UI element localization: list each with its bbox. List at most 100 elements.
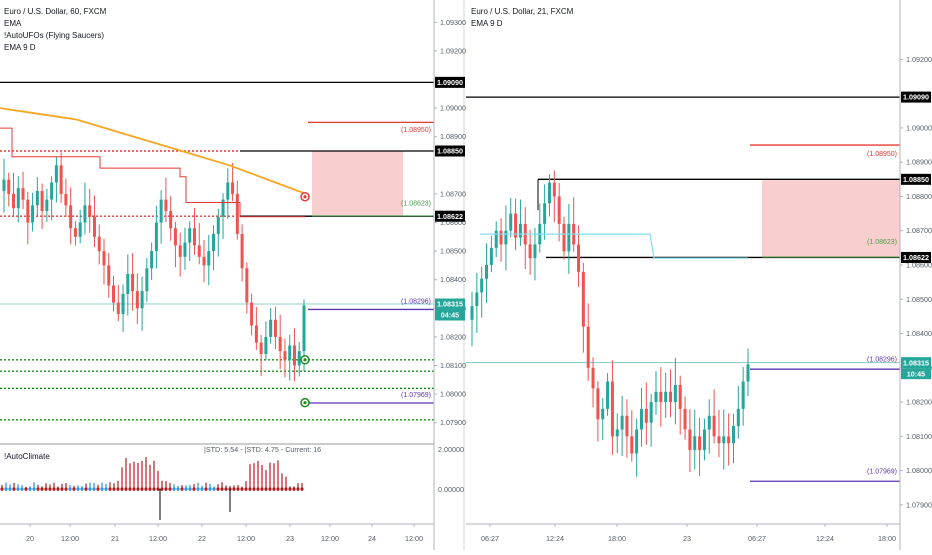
- candle-body: [12, 193, 16, 209]
- candle-body: [45, 199, 49, 212]
- candle-body: [644, 408, 648, 423]
- right-legend-ema9d[interactable]: EMA 9 D: [471, 19, 503, 28]
- candle-body: [664, 391, 668, 403]
- osc-dot: [264, 487, 268, 491]
- candle-body: [736, 408, 740, 427]
- purple-target-label-2: (1.07969): [867, 468, 897, 475]
- candle-body: [494, 230, 498, 248]
- candle-body: [83, 205, 87, 223]
- ema-9d-step-line[interactable]: [0, 127, 305, 218]
- oscillator-bars: [0, 457, 304, 520]
- price-tag-top-bg[interactable]: [435, 76, 465, 88]
- candle-body: [78, 222, 82, 237]
- candle-body: [140, 291, 144, 309]
- candle-body: [178, 245, 182, 257]
- candle-body: [620, 415, 624, 430]
- candle-body: [533, 244, 537, 259]
- candle-body: [727, 436, 731, 444]
- candle-body: [64, 193, 68, 206]
- left-legend-ema[interactable]: EMA: [4, 19, 22, 28]
- price-tag-mid-bg[interactable]: [435, 145, 465, 157]
- time-tick-label: 24: [368, 534, 376, 543]
- osc-dot: [220, 487, 224, 491]
- osc-dot: [16, 487, 20, 491]
- candle-body: [562, 223, 566, 252]
- candle-body: [269, 319, 273, 337]
- price-tick-label: 1.09000: [906, 123, 932, 132]
- osc-dot: [48, 487, 52, 491]
- current-price-tag-bg[interactable]: [435, 298, 465, 310]
- current-price-tag-bg[interactable]: [901, 357, 931, 369]
- price-tag-low: 1.08622: [437, 212, 463, 221]
- osc-dot: [0, 487, 4, 491]
- candle-body: [116, 302, 120, 315]
- left-legend-symbol[interactable]: Euro / U.S. Dollar, 60, FXCM: [4, 7, 107, 16]
- candle-body: [35, 191, 39, 206]
- candle-body: [88, 205, 92, 217]
- ema-9d-line[interactable]: [480, 233, 748, 259]
- osc-dot: [300, 487, 304, 491]
- osc-dot: [24, 487, 28, 491]
- candle-body: [470, 306, 474, 320]
- left-legend-autoufos[interactable]: !AutoUFOs (Flying Saucers): [4, 31, 104, 40]
- ema-line[interactable]: [0, 107, 307, 195]
- osc-dot: [164, 487, 168, 491]
- oscillator-title[interactable]: !AutoClimate: [4, 452, 50, 461]
- osc-dot: [296, 487, 300, 491]
- osc-dot: [156, 487, 160, 491]
- price-tag-mid: 1.08850: [903, 175, 929, 184]
- price-tag-low-bg[interactable]: [901, 251, 931, 263]
- candle-body: [226, 182, 230, 200]
- candle-body: [145, 268, 149, 292]
- candle-body: [475, 292, 479, 307]
- price-tag-mid-bg[interactable]: [901, 173, 931, 185]
- osc-dot: [36, 487, 40, 491]
- right-price-axis[interactable]: 1.09200 1.09000 1.08900 1.08800 1.08700 1.086…: [900, 55, 932, 509]
- candle-body: [221, 199, 225, 217]
- candle-body: [7, 179, 11, 194]
- left-time-axis[interactable]: 20 12:00 21 12:00 22 12:00 23 12:00 24 12:00: [26, 524, 423, 543]
- candle-body: [581, 271, 585, 327]
- candle-body: [518, 223, 522, 238]
- candle-body: [212, 233, 216, 252]
- price-tag-low-bg[interactable]: [435, 210, 465, 222]
- price-tag-top-bg[interactable]: [901, 91, 931, 103]
- right-legend-symbol[interactable]: Euro / U.S. Dollar, 21, FXCM: [471, 7, 574, 16]
- candle-body: [102, 251, 106, 266]
- right-chart-panel: (1.08950) (1.08623) (1.08296) (1.07969) Eur…: [466, 0, 932, 550]
- price-tick-label: 1.08500: [440, 247, 466, 256]
- candle-body: [169, 211, 173, 229]
- candle-body: [528, 244, 532, 259]
- price-tick-label: 1.07900: [906, 500, 932, 509]
- price-tick-label: 1.08600: [906, 261, 932, 270]
- osc-dot: [288, 487, 292, 491]
- osc-dot: [100, 487, 104, 491]
- candle-body: [586, 326, 590, 368]
- price-tick-label: 1.08000: [906, 466, 932, 475]
- candle-body: [731, 426, 735, 444]
- candle-body: [50, 182, 54, 200]
- osc-dot: [192, 487, 196, 491]
- candle-body: [131, 273, 135, 292]
- osc-dot: [72, 487, 76, 491]
- time-tick-label: 12:00: [149, 534, 167, 543]
- candle-body: [499, 230, 503, 245]
- candle-body: [2, 179, 6, 192]
- candle-body: [649, 402, 653, 423]
- osc-dot: [132, 487, 136, 491]
- candle-body: [135, 291, 139, 309]
- left-legend-ema9d[interactable]: EMA 9 D: [4, 43, 36, 52]
- osc-dot: [276, 487, 280, 491]
- osc-dot: [208, 487, 212, 491]
- candle-body: [288, 345, 292, 360]
- candle-body: [673, 384, 677, 403]
- osc-dot: [20, 487, 24, 491]
- osc-dot: [124, 487, 128, 491]
- osc-dot: [52, 487, 56, 491]
- supply-zone: [312, 151, 403, 217]
- candle-body: [688, 429, 692, 451]
- osc-dot: [96, 487, 100, 491]
- right-time-axis[interactable]: 06:27 12:24 18:00 23 06:27 12:24 18:00: [481, 524, 896, 543]
- price-tick-label: 1.08700: [440, 189, 466, 198]
- time-tick-label: 12:24: [816, 534, 834, 543]
